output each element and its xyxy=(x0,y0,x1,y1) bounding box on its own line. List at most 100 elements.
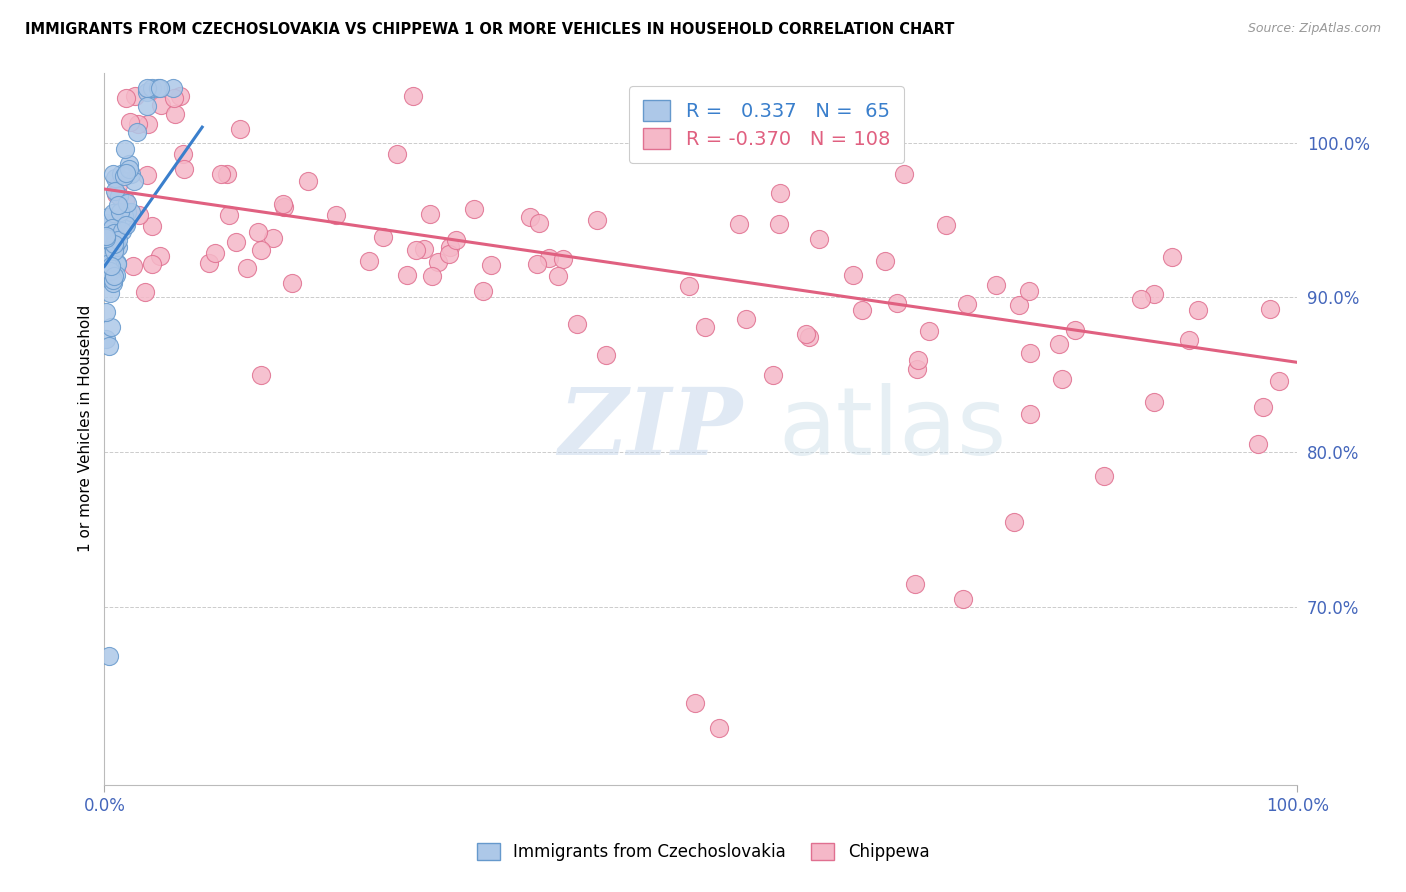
Point xyxy=(110,168,132,182)
Point xyxy=(104,184,127,198)
Point xyxy=(94,305,117,319)
Text: Source: ZipAtlas.com: Source: ZipAtlas.com xyxy=(1247,22,1381,36)
Point xyxy=(94,216,117,230)
Point xyxy=(1129,292,1152,306)
Point xyxy=(420,268,443,283)
Point xyxy=(169,89,191,103)
Point xyxy=(325,208,347,222)
Point xyxy=(103,236,125,251)
Point xyxy=(136,85,159,99)
Point xyxy=(96,257,118,271)
Point xyxy=(437,247,460,261)
Point xyxy=(728,217,751,231)
Point xyxy=(122,174,145,188)
Point xyxy=(439,239,461,253)
Point xyxy=(984,278,1007,293)
Point xyxy=(225,235,247,250)
Point xyxy=(94,230,117,244)
Point xyxy=(114,91,136,105)
Point xyxy=(463,202,485,217)
Point xyxy=(204,246,226,260)
Point xyxy=(103,269,125,284)
Point xyxy=(905,362,928,376)
Point xyxy=(247,225,270,239)
Point xyxy=(707,721,730,735)
Point xyxy=(115,166,138,180)
Point xyxy=(163,91,186,105)
Point xyxy=(907,353,929,368)
Point xyxy=(1019,346,1042,360)
Point xyxy=(1047,336,1070,351)
Point xyxy=(105,256,128,270)
Point xyxy=(799,330,821,344)
Point xyxy=(134,285,156,299)
Point xyxy=(101,206,124,220)
Point xyxy=(538,251,561,265)
Point xyxy=(735,312,758,326)
Point xyxy=(98,259,121,273)
Point xyxy=(118,157,141,171)
Point xyxy=(128,208,150,222)
Legend: Immigrants from Czechoslovakia, Chippewa: Immigrants from Czechoslovakia, Chippewa xyxy=(470,836,936,868)
Point xyxy=(1092,468,1115,483)
Text: IMMIGRANTS FROM CZECHOSLOVAKIA VS CHIPPEWA 1 OR MORE VEHICLES IN HOUSEHOLD CORRE: IMMIGRANTS FROM CZECHOSLOVAKIA VS CHIPPE… xyxy=(25,22,955,37)
Point xyxy=(104,186,127,201)
Point xyxy=(262,231,284,245)
Point xyxy=(104,268,127,282)
Point xyxy=(114,218,136,232)
Point xyxy=(693,320,716,334)
Point xyxy=(94,250,117,264)
Point xyxy=(956,297,979,311)
Point xyxy=(1247,437,1270,451)
Point xyxy=(135,168,157,182)
Point xyxy=(114,193,136,207)
Point xyxy=(886,296,908,310)
Point xyxy=(105,235,128,250)
Point xyxy=(101,221,124,235)
Point xyxy=(121,168,143,182)
Point xyxy=(904,576,927,591)
Point xyxy=(104,215,127,229)
Point xyxy=(112,169,135,184)
Point xyxy=(94,332,117,346)
Point xyxy=(117,205,139,219)
Point xyxy=(479,258,502,272)
Point xyxy=(281,276,304,290)
Point xyxy=(917,324,939,338)
Point xyxy=(567,317,589,331)
Point xyxy=(141,81,163,95)
Point xyxy=(108,205,131,219)
Point xyxy=(519,211,541,225)
Point xyxy=(215,167,238,181)
Point xyxy=(952,592,974,607)
Point xyxy=(135,99,157,113)
Point xyxy=(107,189,129,203)
Point xyxy=(100,218,122,232)
Point xyxy=(173,162,195,177)
Point xyxy=(395,268,418,282)
Point xyxy=(107,233,129,247)
Point xyxy=(105,217,128,231)
Point xyxy=(115,195,138,210)
Point xyxy=(149,81,172,95)
Point xyxy=(1267,374,1289,388)
Point xyxy=(586,213,609,227)
Point xyxy=(250,368,273,382)
Point xyxy=(359,253,381,268)
Point xyxy=(98,649,121,664)
Point xyxy=(165,107,187,121)
Point xyxy=(107,221,129,235)
Point xyxy=(149,249,172,263)
Point xyxy=(107,197,129,211)
Point xyxy=(527,216,550,230)
Point xyxy=(111,224,134,238)
Point xyxy=(162,81,184,95)
Point xyxy=(97,233,120,247)
Point xyxy=(1050,372,1073,386)
Point xyxy=(893,167,915,181)
Point xyxy=(198,256,221,270)
Point xyxy=(141,219,163,233)
Point xyxy=(851,302,873,317)
Point xyxy=(413,242,436,256)
Point xyxy=(229,122,252,136)
